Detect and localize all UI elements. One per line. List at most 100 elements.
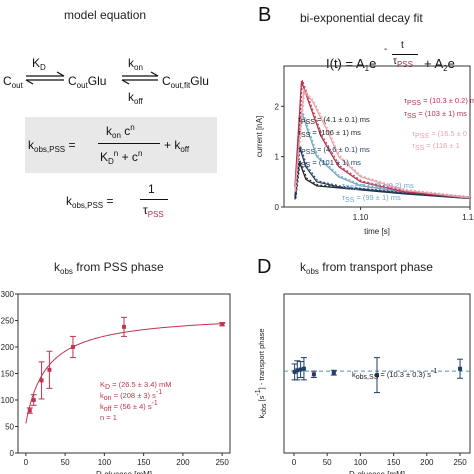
decay-fit-0: [295, 160, 472, 199]
eq1-denominator: KDn + cn: [100, 149, 143, 166]
decay-x-axis-label: time [s]: [364, 227, 390, 236]
transport-data-point: [292, 369, 297, 374]
pss-y-tick-label: 0: [10, 449, 15, 458]
eq1-koff-term: + koff: [164, 138, 190, 154]
decay-x-tick-label: 1.10: [353, 213, 369, 222]
scheme-koff-label: koff: [128, 90, 143, 106]
equation-kobs-box: [25, 117, 217, 173]
transport-x-tick-label: 50: [323, 458, 332, 467]
transport-x-tick-label: 0: [292, 458, 297, 467]
pss-data-point: [47, 367, 52, 372]
decay-formula-second-term: + A2e: [424, 56, 455, 73]
decay-formula-tau: τPSS: [393, 56, 413, 69]
decay-legend-entry-2: τPSS = (4.6 ± 0.1) ms: [298, 145, 370, 156]
pss-y-tick-label: 200: [1, 343, 15, 352]
transport-plot-frame: [283, 293, 471, 454]
decay-legend-entry-1: τSS = (106 ± 1) ms: [298, 128, 361, 139]
decay-legend-entry-7: τSS = (103 ± 1) ms: [404, 109, 467, 120]
decay-trace-1: [294, 146, 471, 200]
panel-c-title: kobs from PSS phase: [54, 260, 164, 276]
pss-x-tick-label: 50: [61, 458, 70, 467]
eq1-numerator: kon cn: [106, 123, 135, 140]
pss-fit-param-2: koff = (56 ± 4) s-1: [100, 400, 158, 413]
equilibrium-arrows: [25, 71, 159, 85]
decay-x-tick-label: 1.15: [462, 213, 474, 222]
eq2-numerator: 1: [148, 182, 155, 196]
pss-x-axis-label: D-glucose [mM]: [96, 470, 152, 474]
pss-x-tick-label: 100: [98, 458, 112, 467]
decay-legend-entry-6: τPSS = (10.3 ± 0.2) ms: [404, 96, 474, 107]
scheme-kon-label: kon: [128, 56, 143, 72]
decay-legend-entry-4: τPSS = (7.6 ± 0.2) ms: [342, 181, 414, 192]
scheme-kd-label: KD: [32, 56, 46, 72]
pss-y-tick-label: 250: [1, 317, 15, 326]
eq1-lhs: kobs,PSS =: [28, 138, 76, 154]
transport-data-point: [301, 366, 306, 371]
decay-legend-entry-8: τPSS = (16.5 ± 0: [412, 129, 467, 140]
panel-d-title: kobs from transport phase: [300, 260, 433, 276]
pss-data-point: [220, 322, 225, 327]
decay-y-tick-label: 2: [275, 102, 280, 111]
kobs-pss-chart: 300 250 200 150 100 50 00 50 100 150 200 250 D-gluco…: [1, 290, 231, 474]
decay-fit-1: [295, 145, 472, 198]
decay-legend-entry-5: τSS = (99 ± 1) ms: [342, 193, 401, 204]
decay-trace-4: [294, 89, 471, 199]
decay-legend-entry-9: τSS = (116 ± 1: [412, 141, 460, 152]
decay-fit-2: [295, 110, 472, 198]
decay-legend-entry-0: τPSS = (4.1 ± 0.1) ms: [298, 115, 370, 126]
eq2-denominator: τPSS: [143, 203, 164, 219]
panel-b-letter: B: [258, 4, 272, 26]
scheme-c-out: Cout: [3, 74, 23, 90]
pss-fit-param-1: kon = (208 ± 3) s-1: [100, 389, 162, 402]
decay-legend-entry-3: τSS = (101 ± 1) ms: [298, 158, 361, 169]
transport-data-point: [311, 372, 316, 377]
pss-data-point: [122, 324, 126, 329]
transport-annotation: kobs,SS = (10.3 ± 0.3) s-1: [352, 368, 437, 381]
transport-data-point: [458, 366, 463, 371]
pss-fit-param-3: n = 1: [100, 413, 117, 422]
decay-trace-3: [294, 80, 471, 199]
pss-fit-param-0: KD = (26.5 ± 3.4) mM: [100, 380, 172, 391]
pss-data-point: [70, 345, 75, 349]
scheme-c-out-fit-glu: Cout,fitGlu: [162, 74, 209, 90]
panel-b-title: bi-exponential decay fit: [300, 11, 423, 25]
pss-fit-curve: [25, 322, 226, 424]
pss-data-point: [39, 378, 44, 383]
transport-data-point: [375, 373, 379, 378]
decay-formula-bar: [392, 54, 418, 55]
pss-y-tick-label: 150: [1, 370, 15, 379]
transport-x-tick-label: 250: [453, 458, 467, 467]
decay-y-tick-label: 1: [275, 153, 280, 162]
transport-x-tick-label: 150: [387, 458, 401, 467]
decay-formula-exponent: -: [384, 44, 388, 55]
pss-y-tick-label: 100: [1, 396, 15, 405]
transport-x-axis-label: D-glucose [mM]: [349, 470, 405, 474]
transport-x-tick-label: 100: [354, 458, 368, 467]
panel-a-title: model equation: [64, 8, 147, 22]
pss-y-tick-label: 300: [1, 290, 15, 299]
scheme-c-out-glu: CoutGlu: [68, 74, 107, 90]
decay-chart: 2 1 0 1.10 1.15 time [s] current [nA] τPSS = (4…: [255, 65, 474, 236]
transport-y-axis-label: kobs [s-1] - transport phase: [255, 328, 268, 418]
eq2-lhs: kobs,PSS =: [66, 194, 114, 210]
decay-formula: I(t) = A1e: [326, 56, 377, 73]
pss-data-point: [27, 408, 32, 413]
panel-d-letter: D: [257, 256, 272, 278]
pss-y-tick-label: 50: [5, 423, 14, 432]
pss-x-tick-label: 250: [215, 458, 229, 467]
pss-x-tick-label: 0: [24, 458, 29, 467]
transport-x-tick-label: 200: [420, 458, 434, 467]
transport-data-point: [331, 370, 336, 375]
decay-y-tick-label: 0: [275, 203, 280, 212]
decay-plot-frame: [283, 65, 471, 208]
pss-x-tick-label: 200: [176, 458, 190, 467]
eq2-fraction-bar: [140, 199, 168, 200]
transport-data-point: [295, 368, 300, 373]
pss-x-tick-label: 150: [137, 458, 151, 467]
transport-data-point: [298, 367, 303, 372]
eq1-fraction-bar: [98, 143, 160, 144]
decay-formula-t: t: [401, 40, 404, 51]
kobs-transport-chart: 0 50 100 150 200 250 D-glucose [mM] kobs [s-1] …: [255, 293, 471, 474]
pss-data-point: [31, 398, 36, 402]
decay-y-axis-label: current [nA]: [255, 116, 264, 157]
